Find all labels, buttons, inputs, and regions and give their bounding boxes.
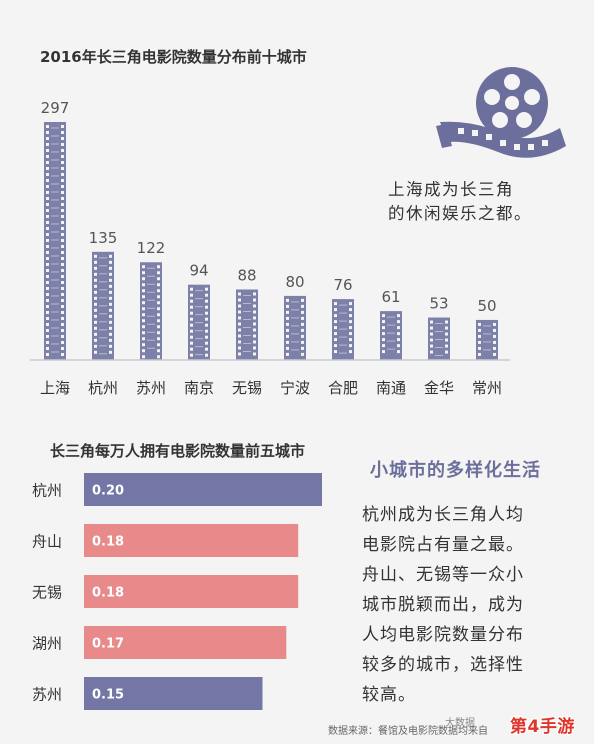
hbar-舟山: 0.18 bbox=[84, 524, 299, 557]
hbar-category-label: 苏州 bbox=[32, 686, 62, 704]
bar-body bbox=[284, 295, 306, 360]
hbar-body bbox=[84, 473, 322, 506]
hbar-body bbox=[84, 626, 287, 659]
tagline: 上海成为长三角 的休闲娱乐之都。 bbox=[388, 178, 532, 226]
side-title: 小城市的多样化生活 bbox=[370, 460, 541, 481]
data-source: 数据来源：餐馆及电影院数据均来自 bbox=[328, 726, 488, 737]
bar-合肥 bbox=[332, 299, 354, 360]
hbar-value-label: 0.15 bbox=[92, 688, 124, 703]
category-label: 杭州 bbox=[88, 379, 118, 397]
category-label: 常州 bbox=[472, 379, 502, 397]
bar-上海 bbox=[44, 122, 66, 360]
top-bar-chart: 297 上海 135 杭州 122 苏州 94 南京 88 无锡 80 宁波 76 合肥 61 南通 53 金华 5… bbox=[30, 67, 566, 397]
hbar-value-label: 0.18 bbox=[92, 535, 124, 550]
bar-苏州 bbox=[140, 262, 162, 360]
hbar-category-label: 无锡 bbox=[32, 584, 62, 602]
bar-value-label: 53 bbox=[429, 295, 448, 313]
category-label: 南京 bbox=[184, 379, 214, 397]
category-label: 南通 bbox=[376, 379, 406, 397]
bar-value-label: 76 bbox=[333, 276, 352, 294]
bottom-chart-title: 长三角每万人拥有电影院数量前五城市 bbox=[50, 442, 306, 460]
watermark-small: 大数据 bbox=[445, 718, 475, 729]
hbar-value-label: 0.17 bbox=[92, 637, 124, 652]
hbar-湖州: 0.17 bbox=[84, 626, 287, 659]
bar-value-label: 135 bbox=[89, 229, 118, 247]
bar-金华 bbox=[428, 317, 450, 360]
hbar-无锡: 0.18 bbox=[84, 575, 299, 608]
bar-南京 bbox=[188, 284, 210, 360]
hbar-杭州: 0.20 bbox=[84, 473, 322, 506]
bar-value-label: 122 bbox=[137, 239, 166, 257]
hbar-苏州: 0.15 bbox=[84, 677, 263, 710]
tagline-line-1: 上海成为长三角 bbox=[388, 180, 514, 199]
side-body-line: 人均电影院数量分布 bbox=[362, 625, 524, 645]
hbar-body bbox=[84, 575, 299, 608]
tagline-line-2: 的休闲娱乐之都。 bbox=[388, 204, 532, 223]
side-body-line: 城市脱颖而出，成为 bbox=[362, 595, 524, 615]
hbar-value-label: 0.18 bbox=[92, 586, 124, 601]
category-label: 苏州 bbox=[136, 379, 166, 397]
bar-无锡 bbox=[236, 289, 258, 360]
bar-南通 bbox=[380, 311, 402, 360]
hbar-body bbox=[84, 677, 263, 710]
category-label: 宁波 bbox=[280, 379, 310, 397]
top-chart-title: 2016年长三角电影院数量分布前十城市 bbox=[40, 48, 307, 66]
bar-body bbox=[428, 317, 450, 360]
bar-body bbox=[44, 122, 66, 360]
category-label: 无锡 bbox=[232, 379, 262, 397]
category-label: 上海 bbox=[40, 379, 70, 397]
side-body-line: 舟山、无锡等一众小 bbox=[362, 565, 524, 585]
bar-body bbox=[236, 289, 258, 360]
side-body-line: 电影院占有量之最。 bbox=[362, 535, 524, 555]
hbar-value-label: 0.20 bbox=[92, 484, 124, 499]
bar-宁波 bbox=[284, 295, 306, 360]
bar-value-label: 94 bbox=[189, 262, 208, 280]
side-body-line: 较高。 bbox=[362, 685, 416, 705]
bar-value-label: 61 bbox=[381, 288, 400, 306]
film-reel-icon bbox=[436, 67, 566, 158]
bar-body bbox=[380, 311, 402, 360]
bar-body bbox=[476, 319, 498, 360]
side-body: 杭州成为长三角人均 电影院占有量之最。 舟山、无锡等一众小 城市脱颖而出，成为 … bbox=[362, 500, 524, 710]
watermark-logo: 第4手游 bbox=[510, 717, 575, 737]
bar-常州 bbox=[476, 319, 498, 360]
bar-body bbox=[140, 262, 162, 360]
side-body-line: 较多的城市，选择性 bbox=[362, 655, 524, 675]
hbar-category-label: 杭州 bbox=[32, 482, 62, 500]
bar-value-label: 297 bbox=[41, 99, 70, 117]
category-label: 金华 bbox=[424, 379, 454, 397]
category-label: 合肥 bbox=[328, 379, 358, 397]
hbar-category-label: 湖州 bbox=[32, 635, 62, 653]
bar-杭州 bbox=[92, 251, 114, 360]
bar-value-label: 50 bbox=[477, 297, 496, 315]
bar-value-label: 88 bbox=[237, 266, 256, 284]
bar-value-label: 80 bbox=[285, 273, 304, 291]
hbar-category-label: 舟山 bbox=[32, 533, 62, 551]
hbar-body bbox=[84, 524, 299, 557]
side-body-line: 杭州成为长三角人均 bbox=[362, 505, 524, 525]
